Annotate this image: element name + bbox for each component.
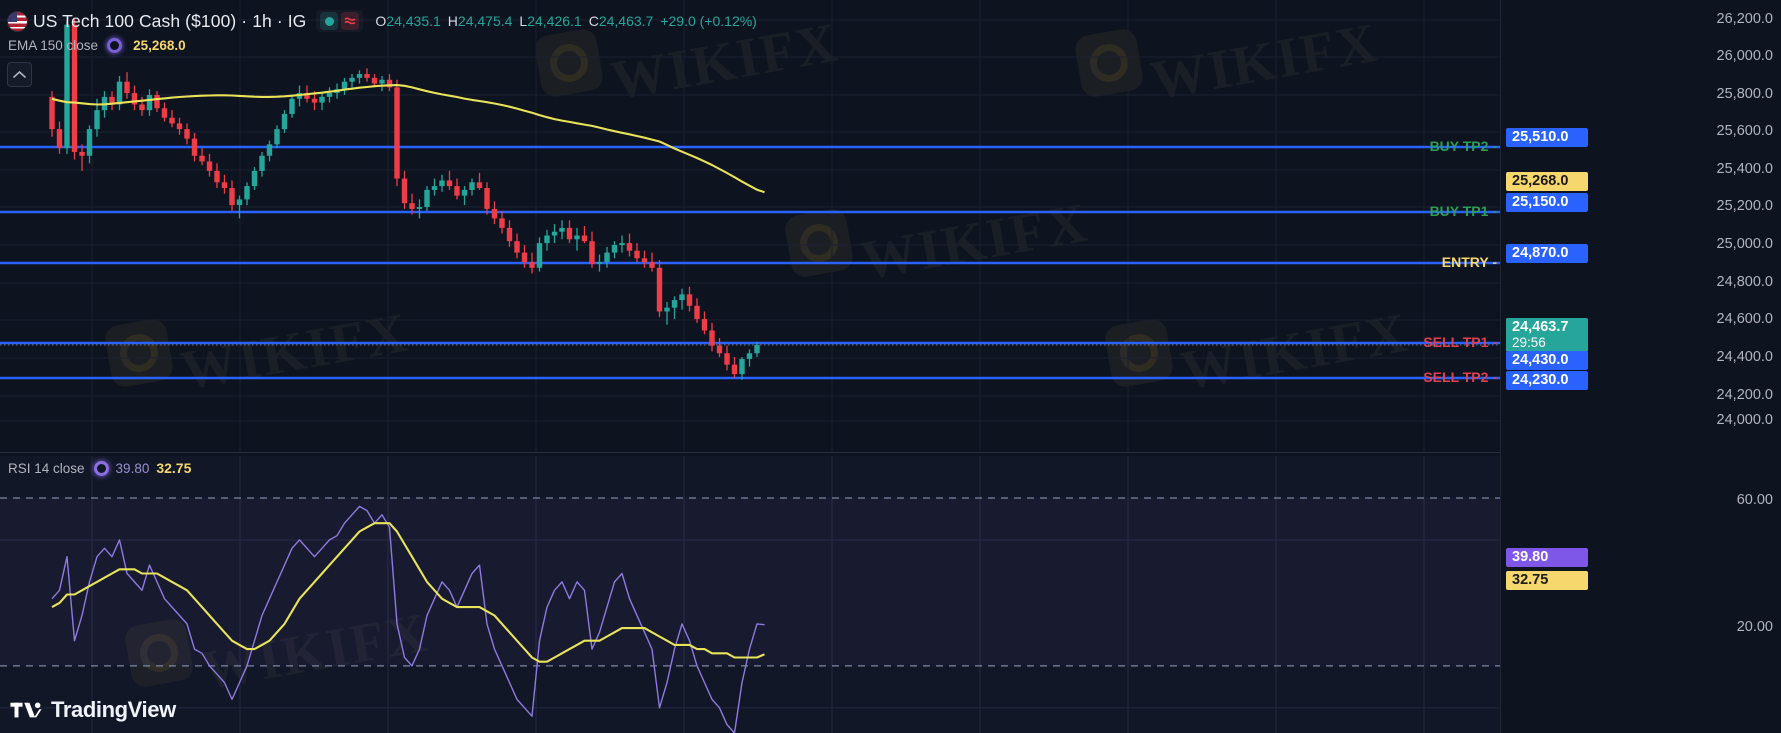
tradingview-logo[interactable]: TradingView [10,697,176,723]
sell-tp1-line-label[interactable]: SELL TP1 - [1423,334,1497,350]
wave-icon [344,17,356,25]
price-axis-tick: 24,800.0 [1716,274,1773,290]
chevron-up-icon [13,70,26,78]
tradingview-logo-text: TradingView [51,697,176,722]
price-axis-tick: 25,400.0 [1716,161,1773,177]
open-value: 24,435.1 [386,13,441,29]
price-axis-tick: 24,400.0 [1716,349,1773,365]
price-axis-tick: 24,000.0 [1716,412,1773,428]
entry-price-pill[interactable]: 24,870.0 [1506,244,1588,263]
ema-settings-icon[interactable] [107,37,123,53]
rsi-ma-value-pill[interactable]: 32.75 [1506,571,1588,590]
buy-tp1-line-label[interactable]: BUY TP1 - [1430,203,1497,219]
sell-tp1-price-pill-text: 24,430.0 [1512,352,1569,368]
entry-line-label[interactable]: ENTRY - [1442,254,1497,270]
sell-tp2-price-pill-text: 24,230.0 [1512,372,1569,388]
low-value: 24,426.1 [527,13,582,29]
last-price-pill-text: 24,463.7 [1512,319,1569,335]
buy-tp2-price-pill[interactable]: 25,510.0 [1506,128,1588,147]
rsi-settings-icon[interactable] [93,460,109,476]
tradingview-mark-icon [10,702,42,717]
buy-tp2-price-pill-text: 25,510.0 [1512,129,1569,145]
high-value: 24,475.4 [457,13,513,29]
ema-legend-row[interactable]: EMA 150 close 25,268.0 [8,34,757,56]
ema-price-pill[interactable]: 25,268.0 [1506,172,1588,191]
sell-tp1-line-label-text: SELL TP1 [1423,334,1489,350]
rsi-indicator-pane[interactable] [0,456,1500,733]
rsi-value-pill-text: 39.80 [1512,549,1549,565]
sell-tp1-price-pill[interactable]: 24,430.0 [1506,351,1588,370]
open-key: O [375,13,387,29]
buy-tp2-line-label-text: BUY TP2 [1429,138,1489,154]
buy-tp1-price-pill[interactable]: 25,150.0 [1506,193,1588,212]
us-flag-icon [8,11,27,31]
symbol-title[interactable]: US Tech 100 Cash ($100) · 1h · IG [33,10,307,31]
chart-style-chips[interactable] [316,10,363,32]
price-axis-tick: 24,600.0 [1716,311,1773,327]
ema-price-pill-text: 25,268.0 [1512,173,1569,189]
price-axis-tick: 24,200.0 [1716,387,1773,403]
chart-legend: US Tech 100 Cash ($100) · 1h · IG O24,43… [8,8,757,56]
rsi-axis-tick: 60.00 [1736,492,1773,508]
price-axis-tick: 26,000.0 [1716,48,1773,64]
entry-line-label-text: ENTRY [1441,254,1489,270]
candle-style-icon[interactable] [320,12,339,30]
buy-tp1-line-label-text: BUY TP1 [1429,203,1489,219]
label-dash: - [1488,203,1497,219]
label-dash: - [1488,254,1497,270]
change-value: +29.0 (+0.12%) [660,13,757,29]
rsi-legend-value: 39.80 [115,460,150,476]
last-price-pill[interactable]: 24,463.7 29:56 [1506,318,1588,352]
entry-price-pill-text: 24,870.0 [1512,245,1569,261]
price-axis-tick: 25,200.0 [1716,198,1773,214]
ohlc-readout: O24,435.1 H24,475.4 L24,426.1 C24,463.7 +29.… [375,13,756,29]
label-dash: - [1488,369,1497,385]
rsi-value-pill[interactable]: 39.80 [1506,548,1588,567]
buy-tp2-line-label[interactable]: BUY TP2 - [1430,138,1497,154]
price-axis-tick: 25,800.0 [1716,86,1773,102]
countdown-text: 29:56 [1512,335,1546,350]
rsi-legend-label: RSI 14 close [8,460,85,476]
ema-legend-value: 25,268.0 [133,37,186,53]
rsi-ma-legend-value: 32.75 [156,460,192,476]
rsi-axis-tick: 20.00 [1736,619,1773,635]
price-scale-axis[interactable]: 26,200.0 26,000.0 25,800.0 25,600.0 25,400.0… [1500,0,1781,733]
rsi-legend[interactable]: RSI 14 close 39.80 32.75 [8,458,191,478]
rsi-ma-value-pill-text: 32.75 [1512,572,1549,588]
price-axis-tick: 25,000.0 [1716,236,1773,252]
rsi-chart-canvas [0,456,1500,733]
label-dash: - [1488,138,1497,154]
label-dash: - [1488,334,1497,350]
buy-tp1-price-pill-text: 25,150.0 [1512,194,1569,210]
price-chart-canvas [0,0,1500,452]
collapse-pane-button[interactable] [7,62,32,87]
high-key: H [447,13,458,29]
sell-tp2-price-pill[interactable]: 24,230.0 [1506,371,1588,390]
sell-tp2-line-label-text: SELL TP2 [1423,369,1489,385]
price-chart-pane[interactable] [0,0,1500,452]
low-key: L [519,13,528,29]
ema-legend-label: EMA 150 close [8,37,99,53]
pane-separator[interactable] [0,452,1500,453]
heikin-ashi-icon[interactable] [341,12,360,30]
close-value: 24,463.7 [598,13,654,29]
price-axis-tick: 26,200.0 [1716,11,1773,27]
close-key: C [588,13,599,29]
price-axis-tick: 25,600.0 [1716,123,1773,139]
symbol-legend-row[interactable]: US Tech 100 Cash ($100) · 1h · IG O24,43… [8,8,757,34]
sell-tp2-line-label[interactable]: SELL TP2 - [1423,369,1497,385]
